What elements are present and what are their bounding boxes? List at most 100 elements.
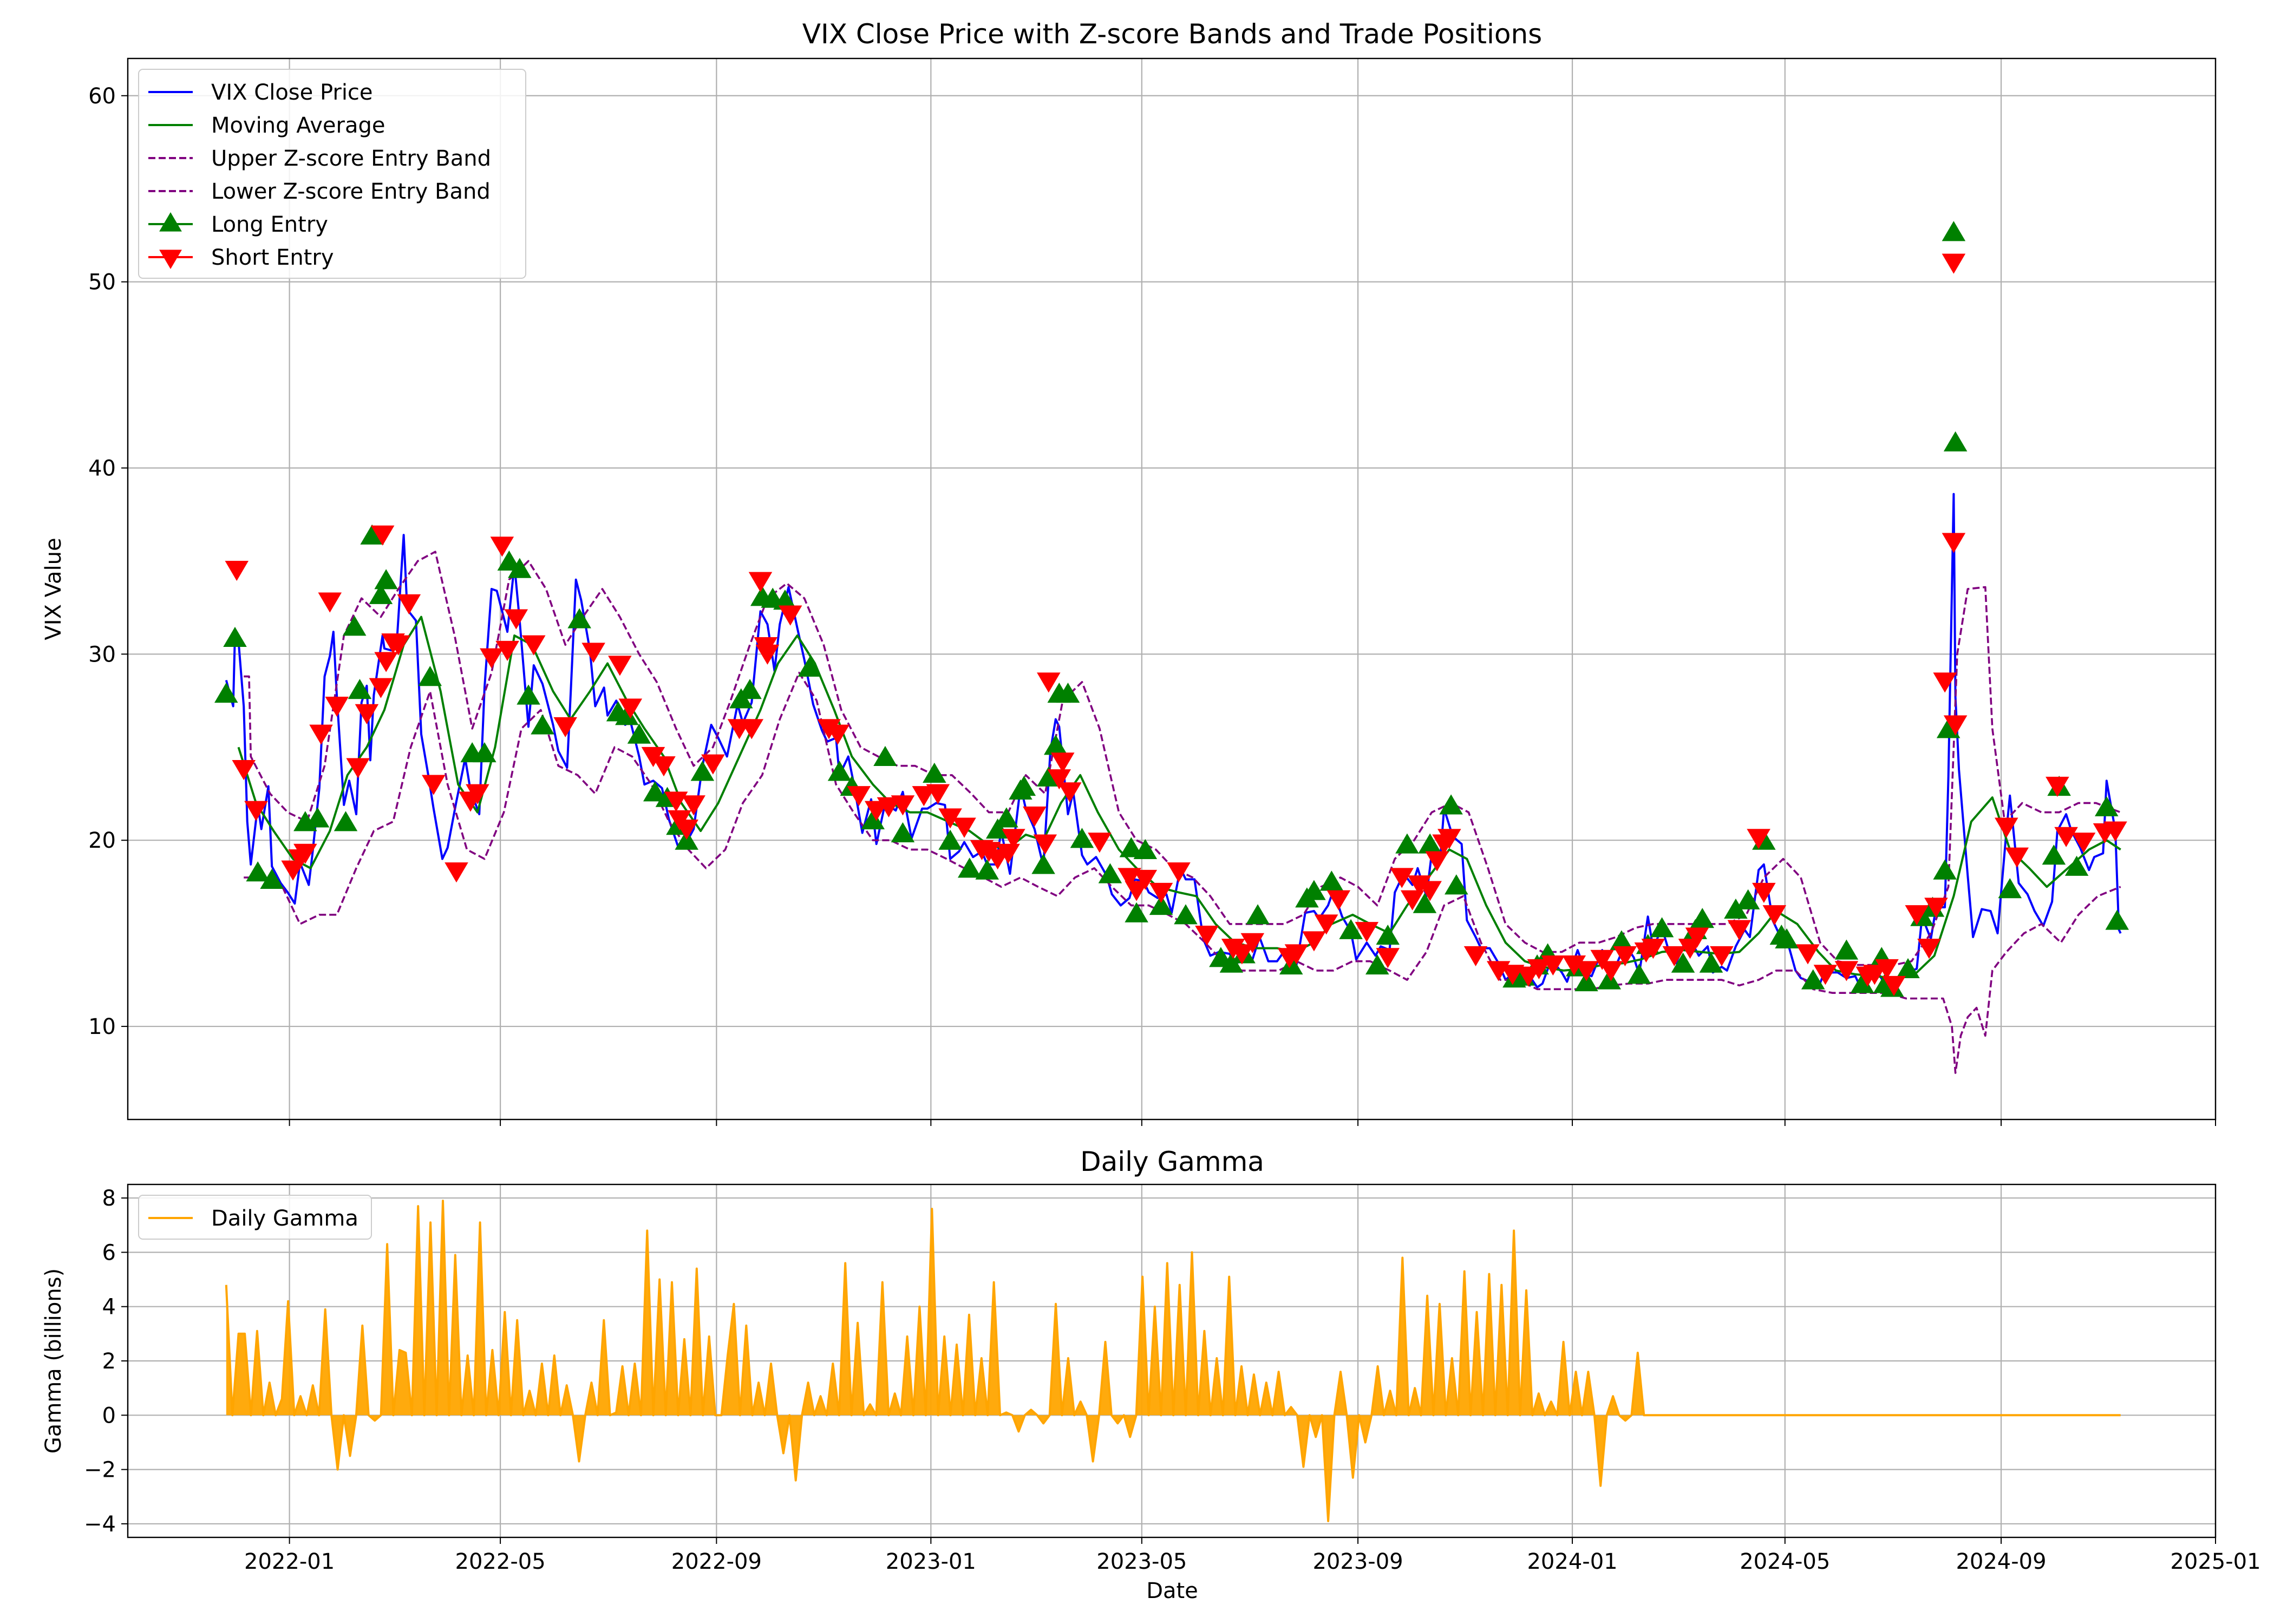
short-entry-marker-79 [1355,922,1379,942]
long-entry-marker-55 [1125,902,1148,922]
gamma-chart-y-axis-label: Gamma (billions) [41,1268,66,1453]
short-entry-marker-15 [387,635,410,656]
y-tick-label--2: −2 [84,1458,116,1483]
legend-label-daily-gamma: Daily Gamma [211,1206,358,1231]
long-entry-marker-91 [1736,889,1760,909]
short-entry-marker-127 [2072,833,2096,853]
long-entry-marker-7 [342,615,367,636]
short-entry-marker-7 [318,592,342,613]
x-tick-label-2025-01: 2025-01 [2170,1549,2260,1574]
y-tick-label-2: 2 [102,1349,116,1374]
short-entry-marker-16 [397,594,421,615]
long-entry-marker-44 [995,807,1018,828]
long-entry-marker-80 [1574,971,1598,992]
short-entry-marker-24 [504,609,528,630]
legend-label-lower-z-score-entry-band: Lower Z-score Entry Band [211,179,491,204]
short-entry-marker-62 [1050,752,1075,773]
long-entry-marker-46 [1012,775,1036,796]
long-entry-marker-36 [861,809,885,829]
short-entry-marker-52 [952,817,976,838]
short-entry-marker-22 [490,536,514,557]
short-entry-marker-32 [664,791,688,812]
legend-marker-long-entry [159,212,182,232]
long-entry-marker-26 [675,829,698,850]
short-entry-marker-100 [1641,939,1665,959]
short-entry-marker-59 [1033,834,1057,855]
short-entry-marker-44 [826,724,850,745]
short-entry-marker-113 [1863,965,1887,985]
short-entry-marker-26 [553,717,577,738]
legend-label-short-entry: Short Entry [211,245,334,270]
long-entry-marker-96 [1834,939,1859,960]
short-entry-marker-82 [1400,890,1424,911]
short-entry-marker-56 [996,843,1020,864]
x-tick-label-2024-09: 2024-09 [1956,1549,2046,1574]
gamma-chart-legend: Daily Gamma [138,1195,372,1240]
long-entry-marker-47 [1031,854,1055,874]
long-entry-marker-111 [2064,855,2089,876]
long-entry-marker-3 [260,868,284,889]
gamma-chart-x-axis-label: Date [1146,1579,1198,1603]
short-entry-marker-123 [1994,817,2018,838]
short-entry-marker-2 [244,801,268,821]
short-entry-marker-115 [1882,975,1906,996]
short-entry-marker-46 [864,801,888,821]
short-entry-marker-35 [682,795,705,816]
short-entry-marker-119 [1933,672,1957,693]
short-entry-marker-124 [2005,847,2029,868]
legend-label-upper-z-score-entry-band: Upper Z-score Entry Band [211,146,491,171]
long-entry-marker-34 [827,761,852,781]
long-entry-marker-21 [615,705,639,725]
y-tick-label-50: 50 [88,270,116,295]
long-entry-marker-6 [334,811,358,831]
long-entry-marker-57 [1149,895,1173,915]
short-entry-marker-120 [1942,253,1966,274]
short-entry-marker-13 [374,652,398,672]
short-entry-marker-78 [1327,890,1351,911]
long-entry-marker-5 [305,807,330,828]
vix-chart-plot-area [214,221,2129,1074]
long-entry-marker-22 [627,723,651,744]
short-entry-marker-107 [1752,882,1776,903]
gamma-chart-axes: 2022-01 2022-05 2022-09 2023-01 2023-05 2023-… [84,1183,2261,1574]
short-entry-marker-80 [1376,948,1400,968]
short-entry-marker-77 [1314,914,1338,935]
short-entry-marker-72 [1230,944,1254,965]
short-entry-marker-41 [755,644,780,665]
short-entry-marker-49 [912,786,936,807]
long-entry-marker-56 [1133,839,1158,859]
long-entry-marker-8 [348,679,372,699]
daily-gamma-line [225,1200,2121,1522]
long-entry-marker-33 [798,656,822,677]
short-entry-marker-25 [522,635,546,656]
long-entry-marker-101 [1896,958,1920,979]
short-entry-marker-12 [370,525,395,546]
short-entry-marker-103 [1685,927,1709,948]
short-entry-marker-125 [2046,776,2069,797]
short-entry-marker-101 [1662,946,1687,966]
long-entry-marker-39 [923,762,946,783]
short-entry-marker-61 [1047,769,1071,790]
legend-label-moving-average: Moving Average [211,113,385,138]
long-entry-marker-29 [738,679,762,699]
short-entry-marker-58 [1023,806,1047,827]
short-entry-marker-9 [346,758,370,778]
long-entry-marker-95 [1801,969,1825,990]
short-entry-marker-65 [1118,868,1141,888]
short-entry-marker-45 [847,786,871,807]
long-entry-marker-107 [1943,431,1968,451]
short-entry-marker-50 [926,784,950,804]
long-entry-marker-15 [497,550,521,571]
long-entry-marker-1 [223,626,247,647]
x-tick-label-2022-01: 2022-01 [244,1549,335,1574]
short-entry-marker-5 [293,843,317,864]
short-entry-marker-75 [1284,944,1309,965]
x-tick-label-2023-01: 2023-01 [886,1549,976,1574]
x-tick-label-2023-09: 2023-09 [1312,1549,1403,1574]
short-entry-marker-117 [1917,939,1941,959]
short-entry-marker-91 [1517,966,1540,987]
short-entry-marker-97 [1599,961,1623,981]
axes-frame [127,1183,2217,1538]
long-entry-marker-67 [1339,919,1363,939]
